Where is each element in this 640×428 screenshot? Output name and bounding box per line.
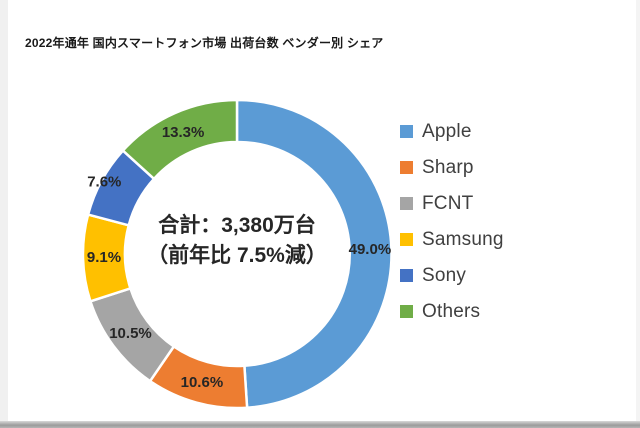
window-edge-right bbox=[636, 0, 640, 428]
window-edge-bottom bbox=[0, 421, 640, 428]
total-units-label: 合計：3,380万台 bbox=[158, 214, 316, 237]
legend-label-others: Others bbox=[422, 300, 481, 322]
legend-swatch-fcnt bbox=[400, 197, 413, 210]
legend-swatch-sharp bbox=[400, 161, 413, 174]
legend-swatch-samsung bbox=[400, 233, 413, 246]
chart-title: 2022年通年 国内スマートフォン市場 出荷台数 ベンダー別 シェア bbox=[25, 36, 384, 50]
legend: Apple Sharp FCNT Samsung Sony Others bbox=[400, 120, 504, 336]
chart-card: 2022年通年 国内スマートフォン市場 出荷台数 ベンダー別 シェア 49.0%… bbox=[8, 3, 636, 421]
legend-item-fcnt: FCNT bbox=[400, 192, 504, 215]
slice-apple bbox=[235, 98, 393, 409]
legend-item-others: Others bbox=[400, 300, 504, 323]
legend-item-sharp: Sharp bbox=[400, 156, 504, 179]
yoy-change-label: （前年比 7.5%減） bbox=[147, 244, 327, 268]
legend-item-apple: Apple bbox=[400, 120, 504, 143]
legend-item-sony: Sony bbox=[400, 264, 504, 287]
legend-swatch-sony bbox=[400, 269, 413, 282]
legend-label-sharp: Sharp bbox=[422, 156, 474, 178]
donut-center-label: 合計：3,380万台 （前年比 7.5%減） bbox=[107, 211, 367, 272]
legend-label-sony: Sony bbox=[422, 264, 467, 286]
slice-label-sony: 7.6% bbox=[87, 173, 121, 190]
slice-label-others: 13.3% bbox=[162, 124, 205, 141]
legend-label-apple: Apple bbox=[422, 120, 472, 142]
legend-swatch-apple bbox=[400, 125, 413, 138]
legend-swatch-others bbox=[400, 305, 413, 318]
slice-label-sharp: 10.6% bbox=[181, 374, 224, 391]
slice-others bbox=[121, 98, 239, 181]
legend-label-samsung: Samsung bbox=[422, 228, 504, 250]
slice-label-samsung: 9.1% bbox=[87, 249, 121, 266]
window-edge-left bbox=[0, 0, 8, 428]
slice-label-fcnt: 10.5% bbox=[109, 325, 152, 342]
slice-label-apple: 49.0% bbox=[349, 241, 392, 258]
legend-label-fcnt: FCNT bbox=[422, 192, 474, 214]
legend-item-samsung: Samsung bbox=[400, 228, 504, 251]
